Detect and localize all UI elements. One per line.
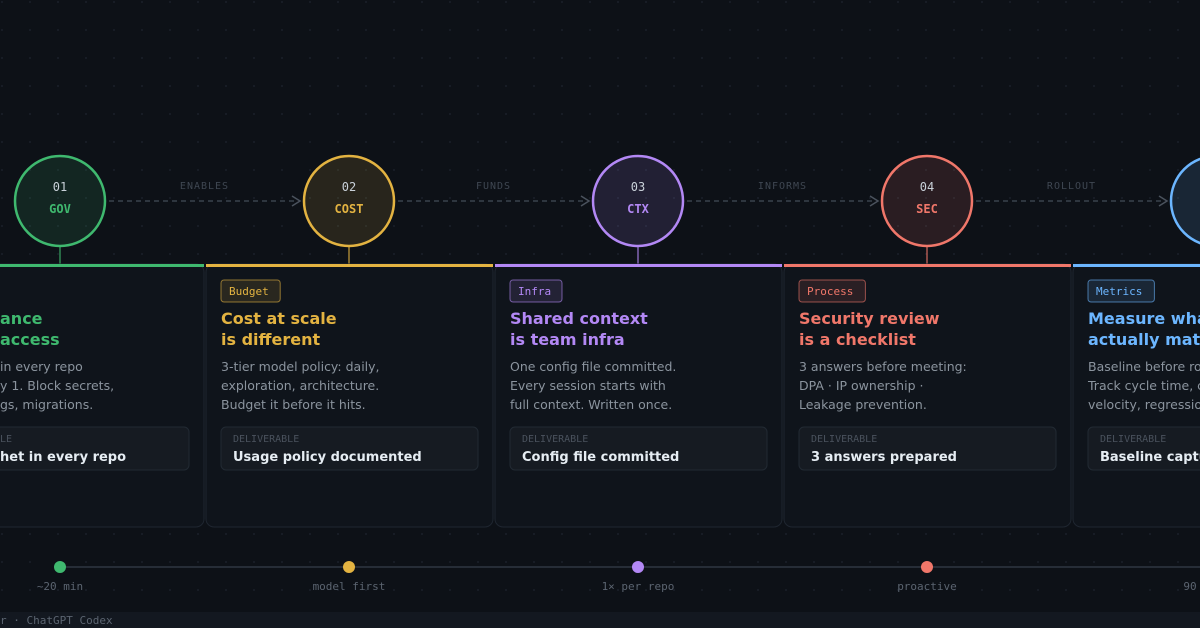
deliverable-box: [798, 426, 1057, 471]
connector-label: FUNDS: [476, 181, 511, 192]
card-body: Track cycle time, c: [1087, 378, 1200, 393]
card: [1072, 263, 1200, 528]
card-body: Every session starts with: [510, 378, 666, 393]
card-body: in every repo: [0, 359, 83, 374]
card-title: is a checklist: [799, 330, 916, 349]
card-body: Leakage prevention.: [799, 397, 927, 412]
card-accent: [206, 264, 493, 267]
card-body: y 1. Block secrets,: [0, 378, 114, 393]
card-title: Security review: [799, 309, 940, 328]
step-code: SEC: [916, 202, 938, 216]
step-number: 04: [920, 180, 934, 194]
step-circle: [880, 154, 974, 248]
card-body: DPA · IP ownership ·: [799, 378, 923, 393]
connector-label: INFORMS: [758, 181, 807, 192]
timeline-label: ~20 min: [37, 580, 83, 593]
connector-label: ROLLOUT: [1047, 181, 1096, 192]
timeline-dot: [921, 561, 933, 573]
badge: [1087, 279, 1155, 303]
card-body: Baseline before ro: [1088, 359, 1200, 374]
badge: [509, 279, 563, 303]
connector-arrow: [1158, 195, 1169, 207]
step-code: GOV: [49, 202, 71, 216]
timeline-dot: [343, 561, 355, 573]
badge: [220, 279, 281, 303]
card-title: is different: [221, 330, 320, 349]
badge: [798, 279, 866, 303]
card-body: full context. Written once.: [510, 397, 672, 412]
card-title: is team infra: [510, 330, 625, 349]
step-circle: [13, 154, 107, 248]
timeline-label: model first: [313, 580, 386, 593]
timeline-dot: [54, 561, 66, 573]
step-code: CTX: [627, 202, 649, 216]
deliverable-label: DELIVERABLE: [1100, 434, 1166, 445]
step-circle: [302, 154, 396, 248]
step-code: COST: [335, 202, 364, 216]
card: [0, 263, 205, 528]
connector-arrow: [291, 195, 302, 207]
deliverable: Config file committed: [522, 450, 679, 465]
step-circle: [591, 154, 685, 248]
card-title: Cost at scale: [221, 309, 337, 328]
deliverable-box: [1087, 426, 1200, 471]
card-accent: [1073, 264, 1200, 267]
deliverable-label: DELIVERABLE: [522, 434, 588, 445]
card: [205, 263, 494, 528]
timeline-label: 90: [1183, 580, 1196, 593]
step-number: 01: [53, 180, 67, 194]
deliverable-label: DELIVERABLE: [811, 434, 877, 445]
card-body: exploration, architecture.: [221, 378, 379, 393]
card: [494, 263, 783, 528]
card-body: gs, migrations.: [0, 397, 93, 412]
connector-arrow: [580, 195, 591, 207]
card-body: 3 answers before meeting:: [799, 359, 967, 374]
badge-label: Infra: [518, 285, 551, 298]
deliverable-box: [220, 426, 479, 471]
card-accent: [0, 264, 204, 267]
footer-text: r · ChatGPT Codex: [0, 614, 113, 627]
deliverable-label: LE: [0, 434, 12, 445]
card-body: velocity, regressio: [1088, 397, 1200, 412]
card-body: Budget it before it hits.: [221, 397, 366, 412]
step-number: 03: [631, 180, 645, 194]
deliverable: 3 answers prepared: [811, 450, 957, 465]
footer-bar: [0, 612, 1200, 628]
card-title: Measure wha: [1088, 309, 1200, 328]
connector-label: ENABLES: [180, 181, 229, 192]
card-body: 3-tier model policy: daily,: [221, 359, 380, 374]
timeline-label: proactive: [897, 580, 957, 593]
deliverable-label: DELIVERABLE: [233, 434, 299, 445]
deliverable: Baseline captu: [1100, 450, 1200, 465]
step-number: 02: [342, 180, 356, 194]
connector-arrow: [869, 195, 880, 207]
card-body: One config file committed.: [510, 359, 676, 374]
deliverable-box: [0, 426, 190, 471]
timeline-dot: [632, 561, 644, 573]
card-title: actually mat: [1088, 330, 1200, 349]
card-accent: [784, 264, 1071, 267]
badge-label: Process: [807, 285, 853, 298]
badge-label: Budget: [229, 285, 269, 298]
deliverable-box: [509, 426, 768, 471]
card-title: ance: [0, 309, 43, 328]
card: [783, 263, 1072, 528]
deliverable: Usage policy documented: [233, 450, 422, 465]
badge-label: Metrics: [1096, 285, 1142, 298]
card-title: Shared context: [510, 309, 648, 328]
step-circle: [1169, 157, 1200, 245]
card-title: access: [0, 330, 60, 349]
timeline-label: 1× per repo: [602, 580, 675, 593]
card-accent: [495, 264, 782, 267]
deliverable: het in every repo: [0, 450, 126, 465]
